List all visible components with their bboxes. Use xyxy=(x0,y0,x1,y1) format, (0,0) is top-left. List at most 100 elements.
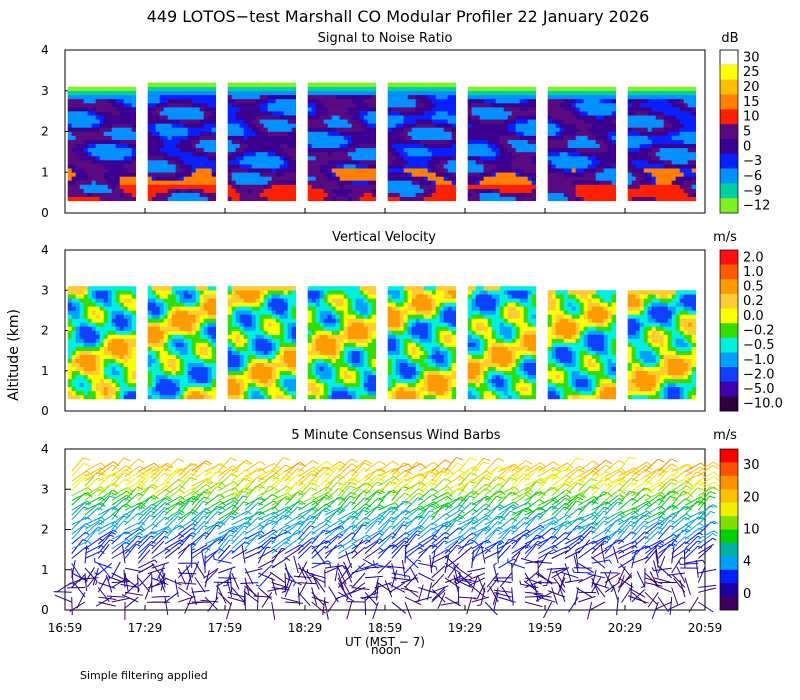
heatmap-cell xyxy=(195,127,200,132)
heatmap-cell xyxy=(263,172,268,177)
heatmap-cell xyxy=(195,326,200,331)
heatmap-cell xyxy=(467,98,472,104)
heatmap-cell xyxy=(179,390,184,396)
heatmap-cell xyxy=(491,131,496,136)
heatmap-cell xyxy=(103,131,108,136)
heatmap-cell xyxy=(559,119,564,124)
heatmap-cell xyxy=(203,298,208,303)
heatmap-cell xyxy=(231,164,236,169)
heatmap-cell xyxy=(599,192,604,197)
heatmap-cell xyxy=(315,94,320,100)
heatmap-cell xyxy=(599,147,604,153)
heatmap-cell xyxy=(579,143,584,149)
heatmap-cell xyxy=(247,180,252,185)
heatmap-cell xyxy=(67,184,72,189)
heatmap-cell xyxy=(87,350,92,355)
heatmap-cell xyxy=(211,188,216,193)
heatmap-cell xyxy=(567,155,572,161)
heatmap-cell xyxy=(99,172,104,177)
heatmap-cell xyxy=(495,151,500,157)
heatmap-cell xyxy=(659,143,664,149)
heatmap-cell xyxy=(131,107,136,112)
heatmap-cell xyxy=(111,119,116,124)
heatmap-cell xyxy=(403,82,408,87)
heatmap-cell xyxy=(271,172,276,177)
heatmap-cell xyxy=(75,119,80,124)
heatmap-cell xyxy=(207,98,212,104)
heatmap-cell xyxy=(599,115,604,120)
heatmap-cell xyxy=(103,155,108,161)
heatmap-cell xyxy=(271,115,276,120)
heatmap-cell xyxy=(503,131,508,136)
heatmap-cell xyxy=(151,314,156,319)
heatmap-cell xyxy=(91,338,96,343)
heatmap-cell xyxy=(307,139,312,144)
heatmap-cell xyxy=(675,119,680,124)
heatmap-cell xyxy=(355,98,360,104)
heatmap-cell xyxy=(103,98,108,104)
heatmap-cell xyxy=(583,192,588,197)
heatmap-cell xyxy=(71,86,76,92)
heatmap-cell xyxy=(203,346,208,351)
heatmap-cell xyxy=(147,135,152,140)
heatmap-cell xyxy=(655,98,660,104)
heatmap-cell xyxy=(115,98,120,104)
heatmap-cell xyxy=(579,111,584,116)
heatmap-cell xyxy=(151,151,156,157)
heatmap-cell xyxy=(671,151,676,157)
heatmap-cell xyxy=(175,386,180,392)
heatmap-cell xyxy=(243,180,248,185)
heatmap-cell xyxy=(447,188,452,193)
heatmap-cell xyxy=(79,314,84,319)
heatmap-cell xyxy=(415,107,420,112)
heatmap-cell xyxy=(167,354,172,359)
heatmap-cell xyxy=(123,374,128,380)
heatmap-cell xyxy=(191,314,196,319)
heatmap-cell xyxy=(171,90,176,96)
heatmap-cell xyxy=(495,90,500,96)
heatmap-cell xyxy=(191,334,196,339)
heatmap-cell xyxy=(131,127,136,132)
heatmap-cell xyxy=(99,330,104,335)
heatmap-cell xyxy=(435,131,440,136)
heatmap-cell xyxy=(475,127,480,132)
heatmap-cell xyxy=(171,386,176,392)
heatmap-cell xyxy=(387,115,392,120)
heatmap-cell xyxy=(355,115,360,120)
heatmap-cell xyxy=(359,123,364,128)
heatmap-cell xyxy=(175,172,180,177)
heatmap-cell xyxy=(79,90,84,96)
heatmap-cell xyxy=(507,172,512,177)
heatmap-cell xyxy=(199,164,204,169)
heatmap-cell xyxy=(403,188,408,193)
heatmap-cell xyxy=(115,147,120,153)
heatmap-cell xyxy=(243,370,248,376)
heatmap-cell xyxy=(203,366,208,372)
heatmap-cell xyxy=(191,160,196,165)
heatmap-cell xyxy=(235,82,240,87)
heatmap-cell xyxy=(103,94,108,100)
heatmap-cell xyxy=(175,394,180,400)
heatmap-cell xyxy=(127,139,132,144)
heatmap-cell xyxy=(239,318,244,323)
heatmap-cell xyxy=(191,127,196,132)
heatmap-cell xyxy=(515,123,520,128)
heatmap-cell xyxy=(391,147,396,153)
heatmap-cell xyxy=(607,131,612,136)
heatmap-cell xyxy=(239,131,244,136)
heatmap-cell xyxy=(319,90,324,96)
heatmap-cell xyxy=(107,290,112,295)
heatmap-cell xyxy=(91,302,96,307)
heatmap-cell xyxy=(163,147,168,153)
heatmap-cell xyxy=(259,180,264,185)
heatmap-cell xyxy=(499,139,504,144)
heatmap-cell xyxy=(107,386,112,392)
heatmap-cell xyxy=(187,192,192,197)
heatmap-cell xyxy=(235,98,240,104)
heatmap-cell xyxy=(415,164,420,169)
heatmap-cell xyxy=(371,115,376,120)
heatmap-cell xyxy=(111,362,116,368)
heatmap-cell xyxy=(687,123,692,128)
heatmap-cell xyxy=(611,98,616,104)
